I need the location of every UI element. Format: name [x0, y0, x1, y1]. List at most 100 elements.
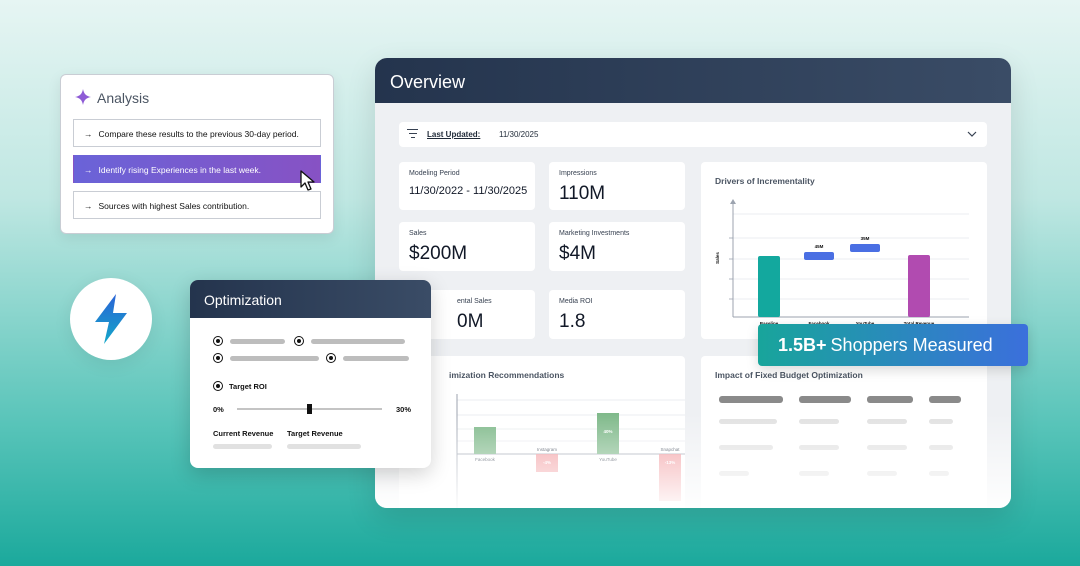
table-header-placeholder — [867, 396, 913, 403]
x-tick-label: Snapchat — [660, 447, 680, 452]
y-axis-arrow — [730, 199, 736, 204]
radio-option[interactable] — [326, 353, 336, 363]
overview-title: Overview — [375, 58, 1011, 103]
table-header-placeholder — [719, 396, 783, 403]
table-row-placeholder — [867, 471, 897, 476]
table-row-placeholder — [929, 419, 953, 424]
radio-option[interactable] — [294, 336, 304, 346]
table-row-placeholder — [799, 445, 839, 450]
radio-option[interactable] — [213, 353, 223, 363]
target-roi-radio[interactable] — [213, 381, 223, 391]
analysis-title: Analysis — [97, 90, 150, 106]
kpi-label: Modeling Period — [409, 170, 460, 177]
kpi-marketing-investments: Marketing Investments $4M — [549, 222, 685, 271]
table-row-placeholder — [719, 471, 749, 476]
table-row-placeholder — [719, 445, 773, 450]
slider-max-label: 30% — [396, 405, 412, 414]
kpi-value: 110M — [559, 183, 606, 204]
target-revenue-label: Target Revenue — [287, 429, 343, 438]
x-tick-label: Total Revenue — [904, 321, 935, 326]
kpi-sales: Sales $200M — [399, 222, 535, 271]
analysis-suggestion[interactable]: → Sources with highest Sales contribution… — [73, 191, 321, 219]
option-placeholder — [311, 339, 405, 344]
table-row-placeholder — [867, 445, 907, 450]
recommendations-title: imization Recommendations — [449, 370, 565, 380]
recommendations-card: imization Recommendations Facebook Instag… — [399, 356, 685, 508]
option-placeholder — [230, 339, 285, 344]
kpi-impressions: Impressions 110M — [549, 162, 685, 210]
kpi-label: ental Sales — [457, 298, 492, 305]
analysis-suggestion[interactable]: → Compare these results to the previous 3… — [73, 119, 321, 147]
impact-card: Impact of Fixed Budget Optimization — [701, 356, 987, 508]
data-label: 35M — [861, 236, 870, 241]
arrow-right-icon: → — [84, 201, 93, 211]
impact-title: Impact of Fixed Budget Optimization — [715, 370, 863, 380]
suggestion-label: Sources with highest Sales contribution. — [98, 201, 250, 211]
bar — [804, 252, 834, 260]
last-updated-value: 11/30/2025 — [499, 130, 539, 139]
option-placeholder — [230, 356, 319, 361]
x-tick-label: Facebook — [808, 321, 830, 326]
overview-window: Overview Last Updated: 11/30/2025 Modeli… — [375, 58, 1011, 508]
table-row-placeholder — [867, 419, 907, 424]
data-label: -13% — [665, 460, 676, 465]
cursor-icon — [300, 170, 315, 191]
lightning-icon — [95, 294, 127, 344]
bar — [474, 427, 496, 454]
kpi-value: 0M — [457, 311, 484, 332]
bar — [908, 255, 930, 317]
table-row-placeholder — [929, 445, 953, 450]
table-row-placeholder — [799, 419, 839, 424]
lightning-badge — [70, 278, 152, 360]
table-header-placeholder — [799, 396, 851, 403]
shoppers-measured-badge: 1.5B+ Shoppers Measured — [758, 324, 1028, 366]
suggestion-label: Identify rising Experiences in the last … — [98, 165, 262, 175]
optimization-title: Optimization — [190, 280, 431, 318]
target-revenue-placeholder — [287, 444, 361, 449]
kpi-modeling-period: Modeling Period 11/30/2022 - 11/30/2025 — [399, 162, 535, 210]
x-tick-label: Facebook — [475, 457, 496, 462]
bar — [850, 244, 880, 252]
kpi-label: Media ROI — [559, 298, 593, 305]
shoppers-count: 1.5B+ — [778, 335, 827, 355]
bar — [758, 256, 780, 317]
arrow-right-icon: → — [84, 165, 93, 175]
recommendations-chart: Facebook Instagram -4% YouTube 40% Snapchat -1… — [456, 394, 685, 508]
target-roi-label: Target ROI — [229, 382, 267, 391]
table-header-placeholder — [929, 396, 961, 403]
x-tick-label: Instagram — [537, 447, 557, 452]
arrow-right-icon: → — [84, 129, 93, 139]
sparkle-icon — [75, 89, 91, 105]
table-row-placeholder — [799, 471, 829, 476]
option-placeholder — [343, 356, 409, 361]
x-tick-label: YouTube — [599, 457, 617, 462]
x-tick-label: Baseline — [760, 321, 779, 326]
slider-min-label: 0% — [213, 405, 224, 414]
x-tick-label: YouTube — [856, 321, 875, 326]
kpi-label: Impressions — [559, 170, 597, 177]
slider-thumb[interactable] — [307, 404, 312, 414]
current-revenue-label: Current Revenue — [213, 429, 274, 438]
chevron-down-icon[interactable] — [967, 129, 977, 139]
table-row-placeholder — [719, 419, 777, 424]
kpi-media-roi: Media ROI 1.8 — [549, 290, 685, 339]
last-updated-label: Last Updated: — [427, 130, 481, 139]
analysis-panel: Analysis → Compare these results to the p… — [60, 74, 334, 234]
last-updated-filter[interactable]: Last Updated: 11/30/2025 — [399, 122, 987, 147]
kpi-label: Marketing Investments — [559, 230, 630, 237]
shoppers-text: Shoppers Measured — [830, 335, 993, 355]
current-revenue-placeholder — [213, 444, 272, 449]
data-label: 45M — [815, 244, 824, 249]
data-label: -4% — [543, 460, 551, 465]
analysis-suggestion-active[interactable]: → Identify rising Experiences in the last… — [73, 155, 321, 183]
drivers-chart-title: Drivers of Incrementality — [715, 176, 815, 186]
optimization-panel: Optimization Target ROI 0% 30% Current R… — [190, 280, 431, 468]
drivers-chart-card: Drivers of Incrementality Sales Baseline F… — [701, 162, 987, 339]
kpi-value: $200M — [409, 243, 468, 264]
data-label: 40% — [603, 429, 612, 434]
filter-icon — [407, 129, 418, 139]
kpi-value: 1.8 — [559, 311, 586, 332]
radio-option[interactable] — [213, 336, 223, 346]
suggestion-label: Compare these results to the previous 30… — [98, 129, 299, 139]
table-row-placeholder — [929, 471, 949, 476]
